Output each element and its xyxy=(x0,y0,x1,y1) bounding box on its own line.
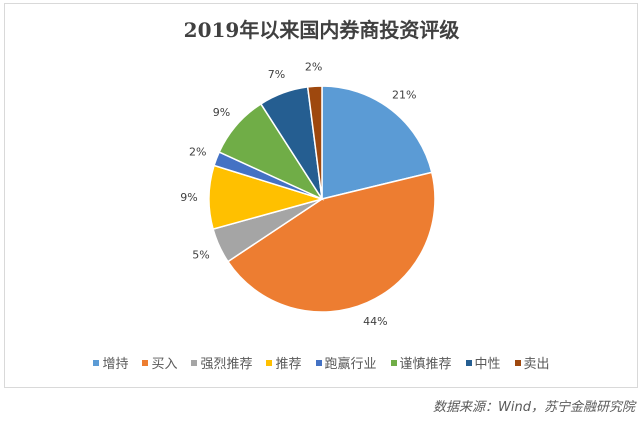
data-label: 7% xyxy=(268,68,285,81)
legend-label: 谨慎推荐 xyxy=(399,357,452,372)
pie-slice-买入 xyxy=(226,171,436,313)
legend-item: 增持 xyxy=(93,353,128,372)
legend-item: 推荐 xyxy=(266,353,302,372)
data-label: 2% xyxy=(189,146,206,159)
legend-item: 中性 xyxy=(465,353,501,372)
legend-swatch xyxy=(266,359,273,366)
legend-label: 买入 xyxy=(151,357,178,372)
data-label: 9% xyxy=(180,191,197,204)
data-label: 44% xyxy=(363,315,387,328)
legend-swatch xyxy=(191,359,198,366)
legend-label: 跑赢行业 xyxy=(324,357,377,372)
chart-title: 2019年以来国内券商投资评级 xyxy=(183,18,460,42)
legend-label: 卖出 xyxy=(523,357,550,372)
legend-item: 强烈推荐 xyxy=(191,353,252,372)
pie-slice-卖出 xyxy=(306,85,323,200)
legend-swatch xyxy=(390,359,397,366)
legend-label: 推荐 xyxy=(275,357,302,372)
legend: 增持 买入 强烈推荐 推荐 跑赢行业 谨慎推荐 中性 卖出 xyxy=(0,353,643,372)
legend-swatch xyxy=(315,359,322,366)
legend-item: 卖出 xyxy=(514,353,550,372)
legend-label: 强烈推荐 xyxy=(200,357,253,372)
legend-label: 中性 xyxy=(474,357,501,372)
legend-item: 跑赢行业 xyxy=(315,353,377,372)
data-label: 2% xyxy=(305,60,322,73)
legend-item: 买入 xyxy=(142,353,177,372)
data-label: 5% xyxy=(192,248,209,261)
data-label: 9% xyxy=(213,106,230,119)
legend-label: 增持 xyxy=(102,357,129,372)
legend-item: 谨慎推荐 xyxy=(390,353,452,372)
legend-swatch xyxy=(93,359,100,366)
legend-swatch xyxy=(465,359,472,366)
legend-swatch xyxy=(142,359,149,366)
source-note: 数据来源：Wind，苏宁金融研究院 xyxy=(433,400,635,415)
data-label: 21% xyxy=(392,88,416,101)
legend-swatch xyxy=(514,359,521,366)
pie-slice-增持 xyxy=(321,85,433,200)
